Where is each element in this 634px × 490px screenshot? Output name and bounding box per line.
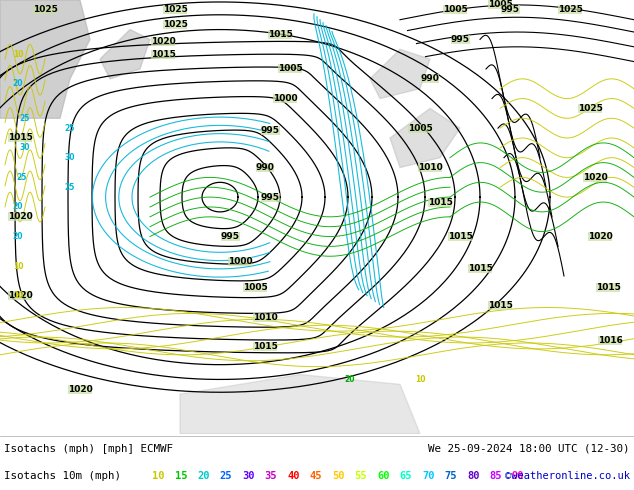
Text: 30: 30: [65, 153, 75, 162]
Text: 1015: 1015: [427, 197, 453, 207]
Text: 25: 25: [17, 173, 27, 182]
Text: 50: 50: [332, 471, 344, 481]
Text: 20: 20: [13, 232, 23, 241]
Text: 30: 30: [20, 144, 30, 152]
Text: 1010: 1010: [252, 313, 278, 322]
Text: 75: 75: [444, 471, 457, 481]
Text: 995: 995: [221, 232, 240, 241]
Text: Isotachs (mph) [mph] ECMWF: Isotachs (mph) [mph] ECMWF: [4, 444, 173, 454]
Text: 20: 20: [197, 471, 209, 481]
Text: 45: 45: [309, 471, 322, 481]
Text: 15: 15: [174, 471, 187, 481]
Polygon shape: [180, 374, 420, 434]
Text: 1020: 1020: [588, 232, 612, 241]
Text: 25: 25: [20, 114, 30, 123]
Text: 1015: 1015: [268, 30, 292, 39]
Text: 25: 25: [219, 471, 232, 481]
Text: 1016: 1016: [598, 336, 623, 344]
Text: 65: 65: [399, 471, 412, 481]
Text: 90: 90: [512, 471, 524, 481]
Text: 1005: 1005: [443, 5, 467, 14]
Text: 1020: 1020: [583, 173, 607, 182]
Text: 80: 80: [467, 471, 479, 481]
Text: 10: 10: [13, 262, 23, 270]
Text: 25: 25: [65, 183, 75, 192]
Text: 1025: 1025: [32, 5, 58, 14]
Text: 1015: 1015: [448, 232, 472, 241]
Text: We 25-09-2024 18:00 UTC (12-30): We 25-09-2024 18:00 UTC (12-30): [429, 444, 630, 454]
Text: 1025: 1025: [557, 5, 583, 14]
Text: 995: 995: [261, 193, 280, 201]
Text: 990: 990: [256, 163, 275, 172]
Text: 995: 995: [451, 35, 470, 44]
Text: 1025: 1025: [578, 104, 602, 113]
Text: 1015: 1015: [150, 49, 176, 59]
Polygon shape: [100, 29, 150, 79]
Text: 990: 990: [420, 74, 439, 83]
Text: ©weatheronline.co.uk: ©weatheronline.co.uk: [505, 471, 630, 481]
Text: 1015: 1015: [488, 301, 512, 310]
Text: 25: 25: [65, 123, 75, 133]
Text: 995: 995: [500, 5, 519, 14]
Text: 55: 55: [354, 471, 367, 481]
Text: 10: 10: [152, 471, 164, 481]
Text: 85: 85: [489, 471, 502, 481]
Text: 1000: 1000: [228, 257, 252, 266]
Text: 1020: 1020: [151, 37, 176, 46]
Text: Isotachs 10m (mph): Isotachs 10m (mph): [4, 471, 121, 481]
Text: 1015: 1015: [252, 343, 278, 351]
Text: 1015: 1015: [8, 133, 32, 143]
Text: 30: 30: [242, 471, 254, 481]
Text: 1020: 1020: [8, 212, 32, 221]
Text: 40: 40: [287, 471, 299, 481]
Text: 1010: 1010: [418, 163, 443, 172]
Text: 1005: 1005: [243, 283, 268, 293]
Text: 10: 10: [13, 49, 23, 59]
Text: 70: 70: [422, 471, 434, 481]
Text: 35: 35: [264, 471, 277, 481]
Text: 1015: 1015: [467, 264, 493, 272]
Text: 1005: 1005: [278, 65, 302, 74]
Polygon shape: [0, 0, 90, 118]
Text: 10: 10: [13, 291, 23, 300]
Text: 20: 20: [345, 375, 355, 384]
Text: 60: 60: [377, 471, 389, 481]
Text: 995: 995: [261, 125, 280, 135]
Text: 10: 10: [415, 375, 425, 384]
Text: 20: 20: [13, 79, 23, 88]
Text: 1000: 1000: [273, 94, 297, 103]
Text: 1020: 1020: [8, 291, 32, 300]
Text: 1015: 1015: [595, 283, 621, 293]
Text: 1005: 1005: [488, 0, 512, 9]
Text: 1025: 1025: [162, 20, 188, 29]
Polygon shape: [390, 108, 460, 168]
Text: 1020: 1020: [68, 385, 93, 394]
Text: 1005: 1005: [408, 123, 432, 133]
Polygon shape: [370, 49, 430, 98]
Text: 20: 20: [13, 202, 23, 212]
Text: 1025: 1025: [162, 5, 188, 14]
